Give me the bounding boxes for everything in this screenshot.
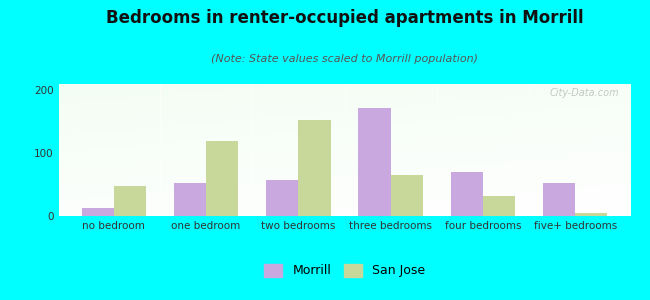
Bar — [575, 213, 608, 216]
Text: (Note: State values scaled to Morrill population): (Note: State values scaled to Morrill po… — [211, 54, 478, 64]
Text: City-Data.com: City-Data.com — [549, 88, 619, 98]
Bar — [450, 172, 483, 216]
Text: Bedrooms in renter-occupied apartments in Morrill: Bedrooms in renter-occupied apartments i… — [106, 9, 583, 27]
Bar — [298, 120, 331, 216]
Bar — [81, 208, 114, 216]
Legend: Morrill, San Jose: Morrill, San Jose — [259, 259, 430, 282]
Bar — [174, 183, 206, 216]
Bar — [483, 196, 515, 216]
Bar — [543, 183, 575, 216]
Bar — [391, 175, 423, 216]
Bar — [358, 108, 391, 216]
Bar — [266, 180, 298, 216]
Bar — [114, 187, 146, 216]
Bar — [206, 141, 239, 216]
